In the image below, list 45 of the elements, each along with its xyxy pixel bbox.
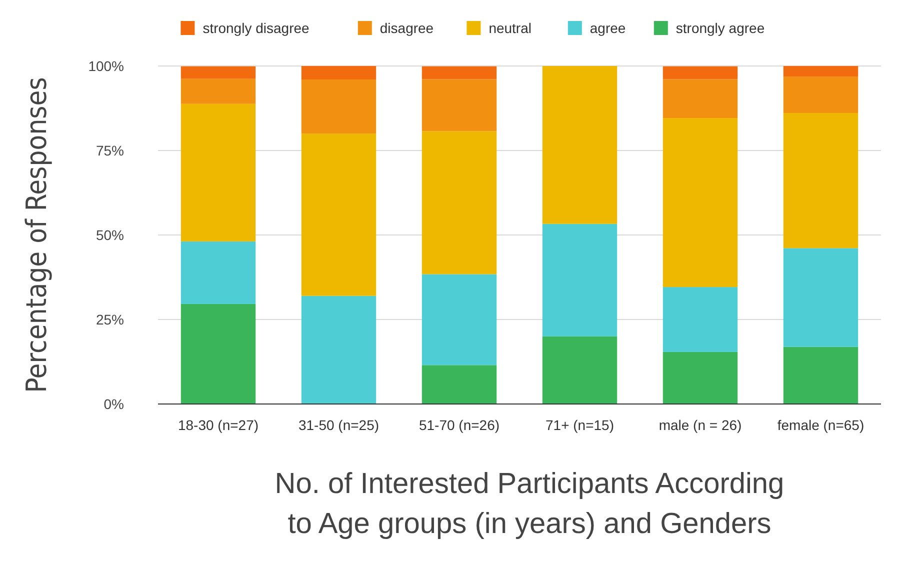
bar: [301, 80, 376, 134]
x-tick-label: female (n=65): [777, 417, 864, 433]
bar: [662, 79, 738, 118]
bar: [180, 78, 256, 104]
bar: [180, 104, 256, 242]
x-tick-label: male (n = 26): [658, 417, 742, 433]
y-tick-label: 25%: [96, 311, 124, 328]
bar: [422, 274, 497, 366]
bar: [301, 134, 376, 296]
x-tick-label: 51-70 (n=26): [418, 417, 500, 433]
bar: [542, 336, 618, 404]
bar: [301, 66, 376, 80]
y-tick-label: 0%: [104, 396, 124, 412]
bar: [783, 76, 858, 113]
bar: [180, 304, 256, 404]
bar: [783, 248, 858, 347]
legend-label: strongly agree: [676, 20, 765, 36]
bar: [542, 66, 618, 224]
bar: [542, 224, 618, 336]
x-tick-label: 18-30 (n=27): [178, 417, 259, 433]
y-tick-label: 75%: [96, 142, 124, 158]
legend-label: disagree: [380, 20, 434, 36]
bar: [783, 66, 858, 76]
bar: [180, 241, 256, 304]
bar: [180, 66, 256, 79]
y-tick-label: 50%: [96, 226, 124, 243]
legend-label: neutral: [488, 20, 532, 36]
bar: [662, 287, 738, 352]
x-tick-label: 31-50 (n=25): [298, 417, 380, 433]
legend-label: agree: [590, 20, 626, 36]
y-tick-label: 100%: [88, 58, 124, 74]
bar: [422, 365, 497, 404]
bar: [662, 118, 738, 288]
bar: [422, 79, 497, 132]
bar: [422, 66, 497, 80]
bar: [783, 112, 858, 248]
x-axis-title: No. of Interested Participants According to Age groups (in years) and Genders: [274, 468, 784, 540]
bar: [662, 66, 738, 80]
bar: [662, 352, 738, 404]
bar: [422, 131, 497, 274]
bar: [783, 346, 858, 404]
y-axis-title: Percentage of Responses: [20, 77, 53, 393]
bar: [301, 296, 376, 404]
legend-label: strongly disagree: [202, 20, 310, 36]
x-tick-label: 71+ (n=15): [546, 417, 614, 433]
